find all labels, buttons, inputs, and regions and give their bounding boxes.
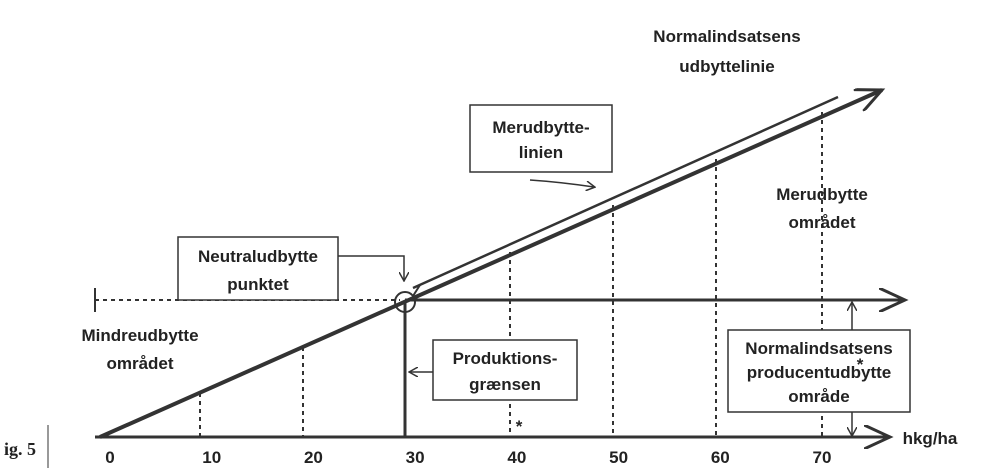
merudbytte-line-top (412, 95, 839, 290)
figure-label: ig. 5 (4, 439, 36, 459)
mindreudbytte: området (106, 354, 173, 373)
tick-label: 50 (609, 448, 628, 467)
neutraludbytte: Neutraludbytte (198, 247, 318, 266)
neutral-box (177, 236, 339, 301)
tick-label: 60 (711, 448, 730, 467)
axis-unit: hkg/ha (903, 429, 958, 448)
title: udbyttelinie (679, 57, 774, 76)
produktion: Produktions- (453, 349, 558, 368)
merudbytte-line-start (412, 284, 421, 297)
neutraludbytte: punktet (227, 275, 289, 294)
merudbytte-linien: linien (519, 143, 563, 162)
boxes (177, 104, 911, 413)
mindreudbytte: Mindreudbytte (81, 326, 198, 345)
tick-label: 70 (813, 448, 832, 467)
texts: Normalindsatsens udbyttelinie Merudbytte-l… (4, 27, 958, 467)
produktion: grænsen (469, 375, 541, 394)
star: * (857, 355, 864, 374)
star: * (516, 417, 523, 436)
tick-label: 20 (304, 448, 323, 467)
producent-box (727, 329, 911, 413)
neutral-point (394, 291, 416, 313)
tick-label: 40 (507, 448, 526, 467)
merudbytte-box (469, 104, 613, 173)
merudbytte-omraadet: Merudbytte (776, 185, 868, 204)
tick-label: 0 (105, 448, 114, 467)
producent: Normalindsatsens (745, 339, 892, 358)
merudbytte-arrow (529, 179, 594, 187)
production-box (432, 339, 578, 401)
title: Normalindsatsens (653, 27, 800, 46)
merudbytte-omraadet: området (788, 213, 855, 232)
merudbytte-linien: Merudbytte- (492, 118, 589, 137)
neutral-arrow (338, 255, 404, 280)
normal-line (99, 90, 882, 439)
producent: producentudbytte (747, 363, 892, 382)
tick-label: 10 (202, 448, 221, 467)
tick-label: 30 (406, 448, 425, 467)
producent: område (788, 387, 849, 406)
